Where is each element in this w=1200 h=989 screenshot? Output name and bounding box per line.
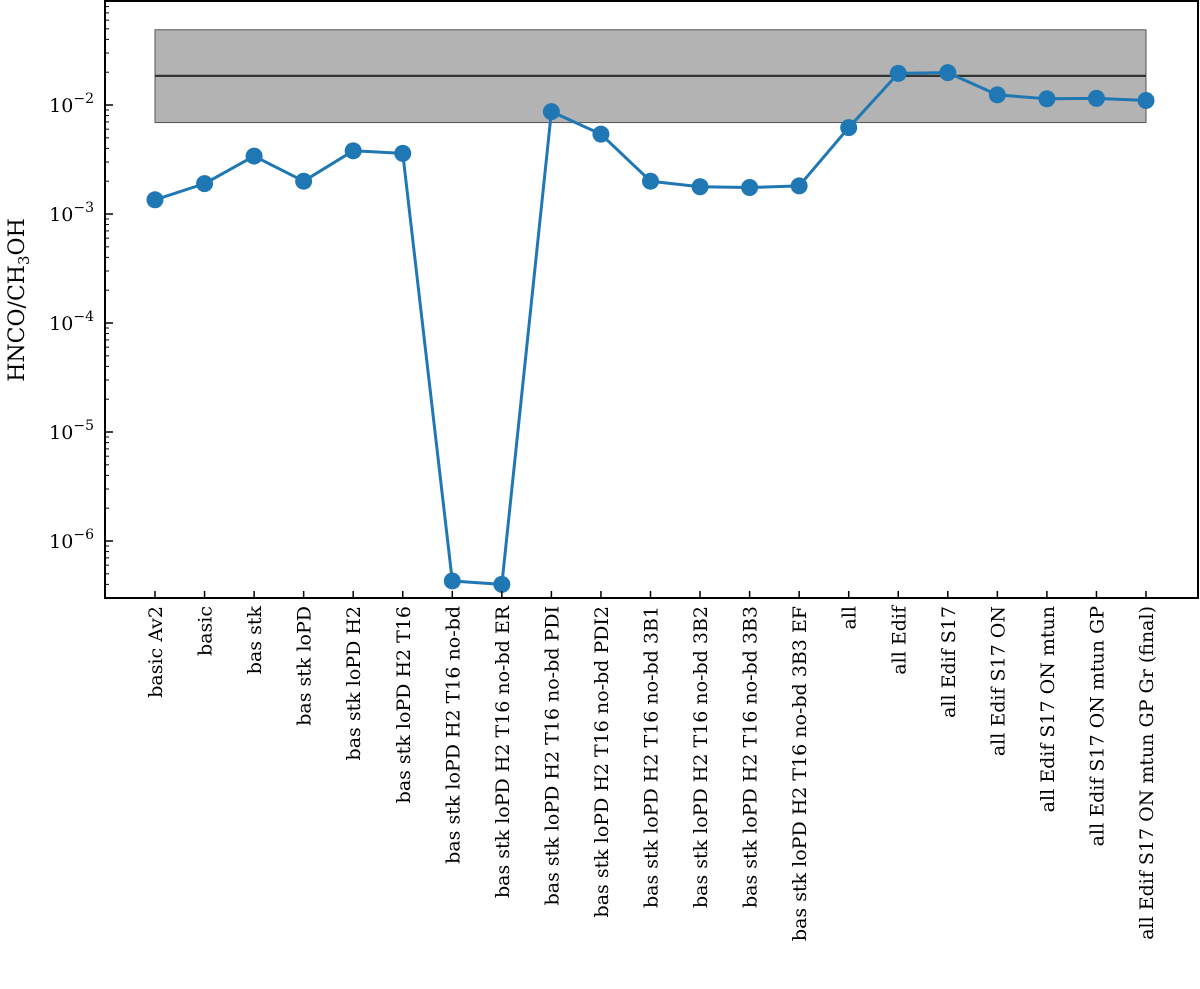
data-point bbox=[889, 64, 907, 82]
x-tick-label: basic bbox=[195, 606, 217, 656]
x-tick-label: all Edif bbox=[888, 604, 910, 675]
data-point bbox=[790, 177, 808, 195]
data-point bbox=[691, 178, 709, 196]
x-tick-label: bas stk loPD H2 T16 no-bd 3B1 bbox=[641, 606, 663, 908]
x-tick-label: bas stk loPD H2 T16 bbox=[393, 606, 415, 803]
y-tick-label-exponent: −4 bbox=[73, 309, 94, 325]
x-tick-label: bas stk bbox=[244, 606, 266, 675]
y-tick-label-exponent: −5 bbox=[73, 418, 94, 434]
y-tick-label: 10−4 bbox=[49, 309, 94, 335]
data-point bbox=[1087, 89, 1105, 107]
data-point bbox=[493, 575, 511, 593]
x-tick-label: bas stk loPD H2 bbox=[343, 606, 365, 760]
x-tick-label: bas stk loPD bbox=[294, 606, 316, 726]
reference-band-layer bbox=[154, 29, 1147, 124]
y-tick-label-base: 10 bbox=[49, 422, 73, 444]
x-tick-label: bas stk loPD H2 T16 no-bd 3B3 EF bbox=[789, 606, 811, 941]
y-tick-label-base: 10 bbox=[49, 204, 73, 226]
y-tick-label-exponent: −6 bbox=[73, 527, 94, 543]
plot-frame bbox=[104, 0, 1199, 599]
data-point bbox=[542, 103, 560, 121]
x-tick-label: all Edif S17 ON bbox=[987, 606, 1009, 756]
x-tick-label: bas stk loPD H2 T16 no-bd bbox=[442, 606, 464, 864]
marker-layer bbox=[146, 64, 1155, 593]
data-point bbox=[245, 147, 263, 165]
y-tick-label-base: 10 bbox=[49, 531, 73, 553]
data-point bbox=[443, 572, 461, 590]
data-point bbox=[939, 64, 957, 82]
y-tick-label: 10−3 bbox=[49, 200, 94, 226]
y-tick-label-exponent: −3 bbox=[73, 200, 94, 216]
y-tick-label-base: 10 bbox=[49, 313, 73, 335]
data-point bbox=[344, 142, 362, 160]
data-point bbox=[146, 191, 164, 209]
data-point bbox=[394, 144, 412, 162]
y-tick-label: 10−6 bbox=[49, 527, 94, 553]
x-axis: basic Av2 basic bas stk bas stk loPD bas stk… bbox=[145, 591, 1158, 941]
x-tick-label: bas stk loPD H2 T16 no-bd ER bbox=[492, 605, 514, 898]
x-tick-label: all Edif S17 ON mtun GP Gr (final) bbox=[1136, 606, 1158, 940]
y-axis-label-tail: OH bbox=[5, 218, 30, 255]
data-point bbox=[1038, 90, 1056, 108]
x-tick-label: bas stk loPD H2 T16 no-bd 3B2 bbox=[690, 606, 712, 908]
x-tick-label: basic Av2 bbox=[145, 606, 167, 698]
data-point bbox=[988, 86, 1006, 104]
x-tick-label: bas stk loPD H2 T16 no-bd PDI2 bbox=[591, 606, 613, 917]
data-point bbox=[1137, 91, 1155, 109]
y-axis-label: HNCO/CH3OH bbox=[5, 218, 33, 382]
y-tick-label-exponent: −2 bbox=[73, 91, 94, 107]
x-tick-label: bas stk loPD H2 T16 no-bd 3B3 bbox=[740, 606, 762, 908]
x-tick-label: all Edif S17 ON mtun bbox=[1037, 606, 1059, 812]
data-point bbox=[840, 119, 858, 137]
y-tick-label-base: 10 bbox=[49, 95, 73, 117]
data-point bbox=[741, 179, 759, 197]
x-tick-label: all bbox=[839, 606, 861, 629]
data-point bbox=[196, 175, 214, 193]
y-tick-label: 10−2 bbox=[49, 91, 94, 117]
x-tick-label: all Edif S17 ON mtun GP bbox=[1086, 606, 1108, 847]
data-point bbox=[592, 125, 610, 143]
y-axis-label-main: HNCO/CH bbox=[5, 265, 30, 382]
y-axis-label-subscript: 3 bbox=[15, 255, 33, 265]
x-tick-label: all Edif S17 bbox=[938, 606, 960, 718]
data-point bbox=[295, 172, 313, 190]
y-tick-label: 10−5 bbox=[49, 418, 94, 444]
x-tick-label: bas stk loPD H2 T16 no-bd PDI bbox=[541, 606, 563, 905]
data-point bbox=[642, 172, 659, 190]
y-axis: 10−610−510−410−310−2 bbox=[49, 0, 113, 599]
